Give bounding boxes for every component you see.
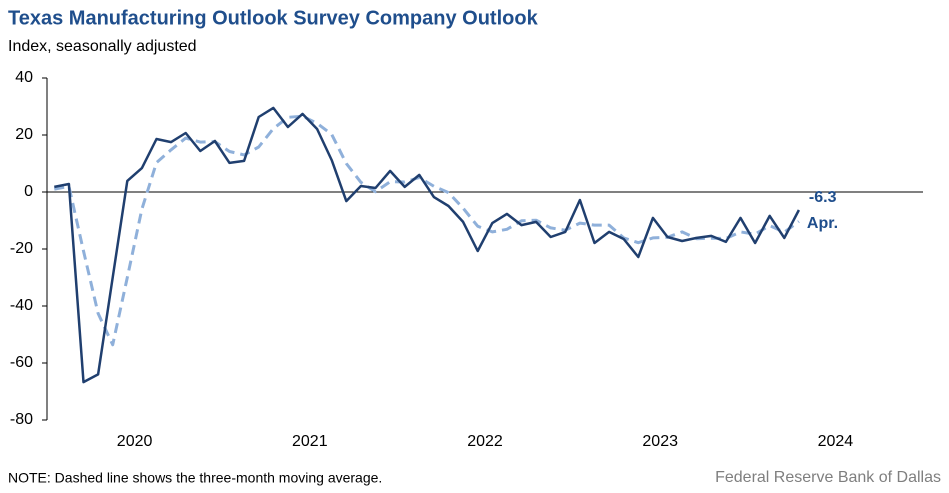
y-tick-label: 20 [15,126,33,143]
y-tick-label: 0 [24,183,33,200]
y-tick-label: -60 [10,354,33,371]
y-tick-label: 40 [15,69,33,86]
x-tick-label: 2021 [292,433,328,450]
x-tick-label: 2022 [467,433,503,450]
x-tick-label: 2024 [818,433,854,450]
chart-subtitle: Index, seasonally adjusted [8,38,197,55]
source: Federal Reserve Bank of Dallas [715,469,941,486]
x-tick-label: 2023 [642,433,678,450]
line-series [54,114,800,347]
note: NOTE: Dashed line shows the three-month … [8,470,382,486]
y-tick-label: -80 [10,411,33,428]
y-tick-label: -20 [10,240,33,257]
chart-title: Texas Manufacturing Outlook Survey Compa… [8,7,539,29]
line-series [54,106,801,384]
last-date-label: Apr. [807,215,838,232]
x-tick-label: 2020 [117,433,153,450]
y-tick-label: -40 [10,297,33,314]
last-value-label: -6.3 [809,189,837,206]
